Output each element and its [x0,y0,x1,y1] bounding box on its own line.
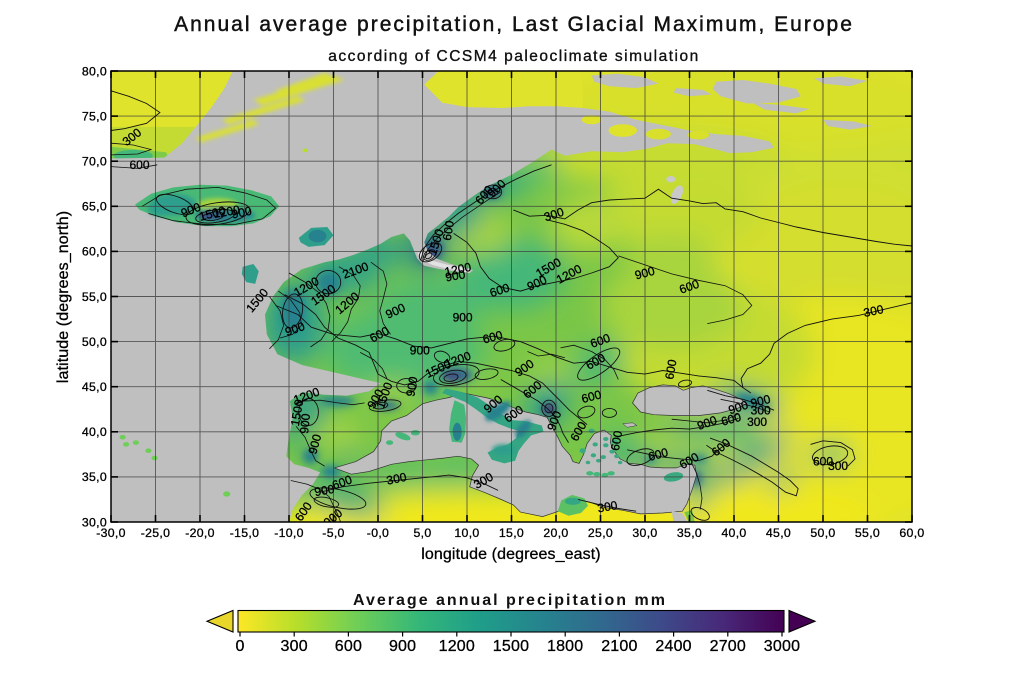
svg-text:15,0: 15,0 [499,526,524,540]
svg-text:1200: 1200 [212,203,241,221]
svg-text:60,0: 60,0 [899,526,924,540]
svg-text:300: 300 [828,459,848,473]
svg-text:300: 300 [385,470,408,488]
svg-text:-20,0: -20,0 [185,526,215,540]
svg-text:900: 900 [749,392,772,411]
svg-text:55,0: 55,0 [82,290,107,304]
svg-text:50,0: 50,0 [82,335,107,349]
svg-text:longitude (degrees_east): longitude (degrees_east) [421,546,600,563]
svg-text:300: 300 [751,403,771,417]
svg-text:600: 600 [813,455,833,469]
svg-text:-15,0: -15,0 [230,526,260,540]
svg-text:45,0: 45,0 [766,526,791,540]
svg-text:900: 900 [727,398,751,418]
svg-text:0: 0 [235,638,244,655]
svg-text:900: 900 [444,267,466,284]
svg-text:300: 300 [542,205,566,225]
svg-text:-25,0: -25,0 [141,526,171,540]
svg-text:600: 600 [488,280,512,300]
svg-text:Annual average precipitation,: Annual average precipitation, Last Glaci… [174,13,854,36]
svg-text:Average annual precipitation m: Average annual precipitation mm [353,592,667,609]
svg-text:300: 300 [596,498,618,515]
svg-text:600: 600 [481,328,504,347]
svg-text:2100: 2100 [601,638,637,655]
svg-text:5,0: 5,0 [414,526,432,540]
svg-text:1500: 1500 [493,638,529,655]
svg-text:600: 600 [129,158,149,172]
svg-text:900: 900 [230,204,253,222]
svg-text:600: 600 [677,277,701,297]
svg-text:55,0: 55,0 [855,526,880,540]
svg-text:900: 900 [695,413,719,433]
svg-text:-30,0: -30,0 [96,526,126,540]
svg-text:900: 900 [633,264,656,283]
svg-text:600: 600 [580,387,603,406]
svg-text:900: 900 [544,409,564,433]
svg-text:latitude (degrees_north): latitude (degrees_north) [55,211,72,383]
svg-text:600: 600 [330,472,354,492]
svg-text:900: 900 [297,413,313,434]
svg-text:900: 900 [306,432,325,455]
svg-text:60,0: 60,0 [82,245,107,259]
svg-text:2400: 2400 [655,638,691,655]
svg-text:25,0: 25,0 [588,526,613,540]
svg-text:45,0: 45,0 [82,380,107,394]
svg-text:900: 900 [453,310,473,324]
svg-text:600: 600 [720,410,743,429]
svg-text:300: 300 [862,302,885,320]
svg-text:40,0: 40,0 [721,526,746,540]
svg-text:40,0: 40,0 [82,425,107,439]
svg-text:75,0: 75,0 [82,109,107,123]
svg-text:80,0: 80,0 [82,64,107,78]
svg-text:900: 900 [410,344,430,358]
svg-text:70,0: 70,0 [82,155,107,169]
svg-text:300: 300 [281,638,308,655]
svg-text:600: 600 [647,445,670,464]
svg-text:900: 900 [283,319,307,339]
svg-text:600: 600 [588,331,612,351]
svg-text:600: 600 [662,358,679,380]
svg-text:600: 600 [440,219,457,241]
svg-text:20,0: 20,0 [543,526,568,540]
svg-text:35,0: 35,0 [82,470,107,484]
svg-text:2700: 2700 [710,638,746,655]
svg-text:300: 300 [747,415,767,429]
svg-text:50,0: 50,0 [810,526,835,540]
svg-text:1500: 1500 [288,398,306,427]
svg-text:10,0: 10,0 [454,526,479,540]
svg-text:600: 600 [608,429,625,451]
svg-text:1800: 1800 [547,638,583,655]
svg-text:according of CCSM4 paleoclimat: according of CCSM4 paleoclimate simulati… [328,48,699,65]
svg-text:65,0: 65,0 [82,200,107,214]
svg-text:35,0: 35,0 [677,526,702,540]
svg-text:1200: 1200 [439,638,475,655]
svg-text:-0,0: -0,0 [367,526,389,540]
svg-text:900: 900 [313,482,335,499]
svg-text:1500: 1500 [198,203,228,224]
svg-text:-10,0: -10,0 [274,526,304,540]
svg-text:3000: 3000 [764,638,800,655]
svg-text:30,0: 30,0 [632,526,657,540]
svg-text:600: 600 [335,638,362,655]
svg-text:1200: 1200 [443,260,472,279]
svg-text:900: 900 [389,638,416,655]
svg-text:30,0: 30,0 [82,515,107,529]
svg-text:-5,0: -5,0 [322,526,344,540]
svg-text:900: 900 [403,375,420,397]
